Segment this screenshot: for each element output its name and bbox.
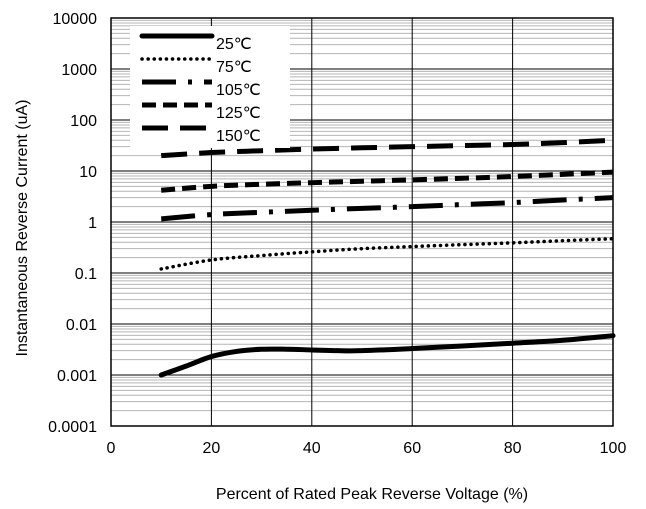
series-line-1 (159, 236, 615, 271)
y-tick-label: 10 (79, 164, 97, 181)
series-line-2 (160, 195, 614, 222)
y-tick-label: 1000 (61, 62, 97, 79)
y-tick-label: 0.0001 (48, 419, 97, 436)
x-tick-label: 40 (303, 440, 321, 457)
y-axis-label: Instantaneous Reverse Current (uA) (14, 99, 31, 356)
y-tick-label: 10000 (53, 11, 98, 28)
x-tick-label: 0 (107, 440, 116, 457)
x-axis-label: Percent of Rated Peak Reverse Voltage (%… (216, 486, 528, 503)
y-tick-labels: 0.0001 0.001 0.01 0.1 1 10 100 1000 10000 (48, 11, 97, 436)
x-tick-label: 100 (600, 440, 627, 457)
legend-label-3: 125℃ (216, 105, 261, 122)
legend-label-0: 25℃ (216, 36, 252, 53)
y-tick-label: 0.01 (66, 317, 97, 334)
series-line-0 (158, 333, 616, 378)
series-layer (158, 137, 616, 378)
legend-label-1: 75℃ (216, 59, 252, 76)
y-tick-label: 0.001 (57, 368, 97, 385)
plot-frame (110, 17, 614, 427)
x-tick-label: 60 (403, 440, 421, 457)
x-tick-label: 80 (504, 440, 522, 457)
legend-label-4: 150℃ (216, 128, 261, 145)
legend-label-2: 105℃ (216, 82, 261, 99)
y-tick-label: 1 (88, 215, 97, 232)
legend: 25℃ 75℃ 105℃ 125℃ 150℃ (130, 26, 290, 148)
y-tick-label: 0.1 (75, 266, 97, 283)
y-tick-label: 100 (70, 113, 97, 130)
series-line-3 (161, 169, 614, 193)
x-tick-labels: 0 20 40 60 80 100 (107, 440, 627, 457)
x-tick-label: 20 (203, 440, 221, 457)
